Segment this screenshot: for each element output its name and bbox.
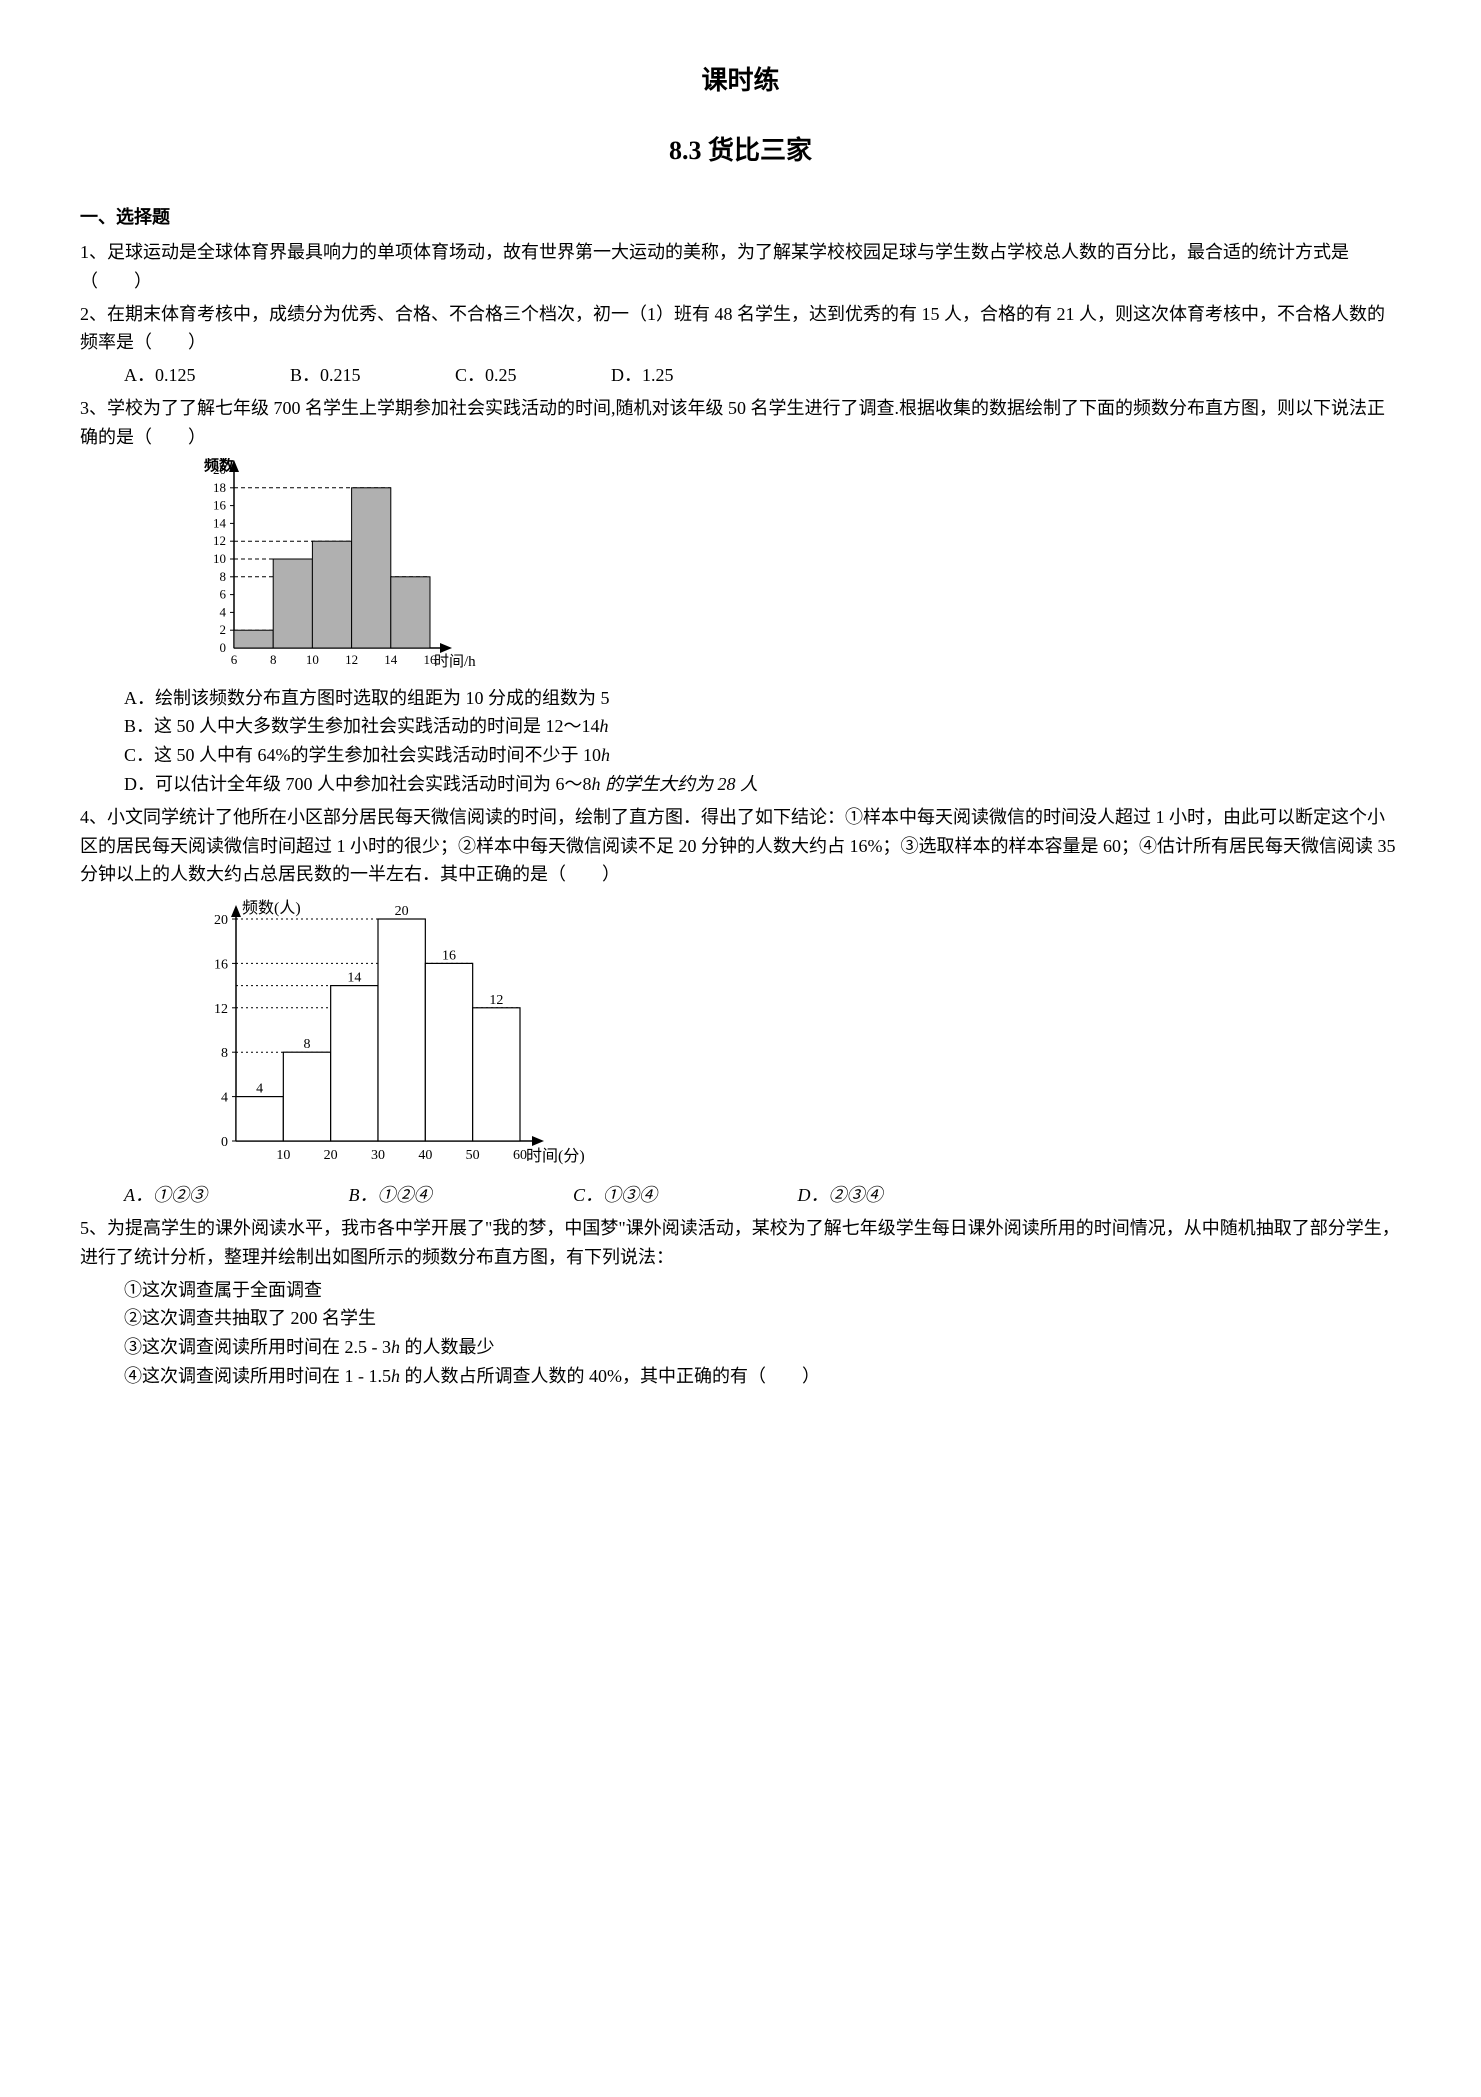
q1-text: 足球运动是全球体育界最具响力的单项体育场动，故有世界第一大运动的美称，为了解某学… (80, 242, 1349, 291)
svg-text:30: 30 (371, 1148, 385, 1163)
q4-histogram: 0 4 8 12 16 20 4 8 14 20 16 12 10 20 30 40 50 60 频数(人) 时间(分… (180, 895, 1401, 1175)
q2-options: A．0.125 B．0.215 C．0.25 D．1.25 (124, 361, 1401, 390)
svg-text:8: 8 (270, 652, 277, 667)
q2-num: 2、 (80, 304, 107, 324)
question-1: 1、足球运动是全球体育界最具响力的单项体育场动，故有世界第一大运动的美称，为了解… (80, 238, 1401, 296)
q5-s1: ①这次调查属于全面调查 (124, 1276, 1401, 1305)
q3-text: 学校为了了解七年级 700 名学生上学期参加社会实践活动的时间,随机对该年级 5… (80, 398, 1385, 447)
svg-text:时间/h: 时间/h (434, 653, 476, 670)
svg-text:12: 12 (213, 533, 226, 548)
svg-text:10: 10 (213, 551, 226, 566)
svg-text:8: 8 (221, 1046, 228, 1061)
q3-num: 3、 (80, 398, 107, 418)
section-heading: 一、选择题 (80, 203, 1401, 232)
q3-opt-b: B．这 50 人中大多数学生参加社会实践活动的时间是 12～14h (124, 712, 1401, 741)
question-2: 2、在期末体育考核中，成绩分为优秀、合格、不合格三个档次，初一（1）班有 48 … (80, 300, 1401, 358)
svg-text:0: 0 (221, 1135, 228, 1150)
svg-text:12: 12 (345, 652, 358, 667)
svg-text:20: 20 (395, 904, 409, 919)
svg-text:8: 8 (304, 1037, 311, 1052)
page-title: 课时练 (80, 60, 1401, 102)
svg-text:12: 12 (489, 993, 503, 1008)
q5-s3: ③这次调查阅读所用时间在 2.5 - 3h 的人数最少 (124, 1333, 1401, 1362)
q3-opt-c: C．这 50 人中有 64%的学生参加社会实践活动时间不少于 10h (124, 741, 1401, 770)
svg-text:16: 16 (442, 949, 456, 964)
q3-histogram: 246810121416182006810121416频数时间/h (180, 458, 1401, 678)
q4-opt-b: B．①②④ (349, 1181, 569, 1210)
q2-opt-d: D．1.25 (611, 361, 674, 390)
q4-opt-c: C．①③④ (573, 1181, 793, 1210)
question-5: 5、为提高学生的课外阅读水平，我市各中学开展了"我的梦，中国梦"课外阅读活动，某… (80, 1214, 1401, 1272)
subtitle: 8.3 货比三家 (80, 130, 1401, 172)
svg-text:10: 10 (306, 652, 319, 667)
svg-text:时间(分): 时间(分) (526, 1147, 585, 1165)
q1-num: 1、 (80, 242, 107, 262)
svg-text:6: 6 (231, 652, 238, 667)
svg-text:14: 14 (213, 515, 227, 530)
svg-text:60: 60 (513, 1148, 527, 1163)
svg-text:4: 4 (220, 604, 227, 619)
svg-text:14: 14 (384, 652, 398, 667)
q3-opt-d: D．可以估计全年级 700 人中参加社会实践活动时间为 6～8h 的学生大约为 … (124, 770, 1401, 799)
q4-options: A．①②③ B．①②④ C．①③④ D．②③④ (124, 1181, 1401, 1210)
q5-s4: ④这次调查阅读所用时间在 1 - 1.5h 的人数占所调查人数的 40%，其中正… (124, 1362, 1401, 1391)
svg-text:20: 20 (324, 1148, 338, 1163)
svg-text:16: 16 (213, 497, 227, 512)
svg-text:16: 16 (214, 958, 228, 973)
q2-opt-c: C．0.25 (455, 361, 517, 390)
svg-text:14: 14 (347, 971, 361, 986)
svg-text:20: 20 (214, 913, 228, 928)
svg-text:50: 50 (466, 1148, 480, 1163)
q2-opt-a: A．0.125 (124, 361, 196, 390)
svg-text:4: 4 (256, 1082, 263, 1097)
question-4: 4、小文同学统计了他所在小区部分居民每天微信阅读的时间，绘制了直方图．得出了如下… (80, 803, 1401, 889)
q4-num: 4、 (80, 807, 107, 827)
svg-text:频数: 频数 (204, 458, 235, 474)
svg-text:频数(人): 频数(人) (242, 899, 301, 917)
q5-s2: ②这次调查共抽取了 200 名学生 (124, 1304, 1401, 1333)
question-3: 3、学校为了了解七年级 700 名学生上学期参加社会实践活动的时间,随机对该年级… (80, 394, 1401, 452)
q4-text: 小文同学统计了他所在小区部分居民每天微信阅读的时间，绘制了直方图．得出了如下结论… (80, 807, 1396, 885)
q3-opt-a: A．绘制该频数分布直方图时选取的组距为 10 分成的组数为 5 (124, 684, 1401, 713)
q4-opt-a: A．①②③ (124, 1181, 344, 1210)
svg-text:12: 12 (214, 1002, 228, 1017)
svg-text:8: 8 (220, 568, 227, 583)
svg-text:10: 10 (276, 1148, 290, 1163)
q5-num: 5、 (80, 1218, 107, 1238)
svg-text:18: 18 (213, 479, 226, 494)
q2-text: 在期末体育考核中，成绩分为优秀、合格、不合格三个档次，初一（1）班有 48 名学… (80, 304, 1385, 353)
svg-text:4: 4 (221, 1091, 228, 1106)
q2-opt-b: B．0.215 (290, 361, 361, 390)
q5-text: 为提高学生的课外阅读水平，我市各中学开展了"我的梦，中国梦"课外阅读活动，某校为… (80, 1218, 1400, 1267)
svg-text:2: 2 (220, 622, 227, 637)
svg-text:6: 6 (220, 586, 227, 601)
svg-text:40: 40 (418, 1148, 432, 1163)
svg-text:0: 0 (220, 640, 227, 655)
q4-opt-d: D．②③④ (798, 1181, 1018, 1210)
